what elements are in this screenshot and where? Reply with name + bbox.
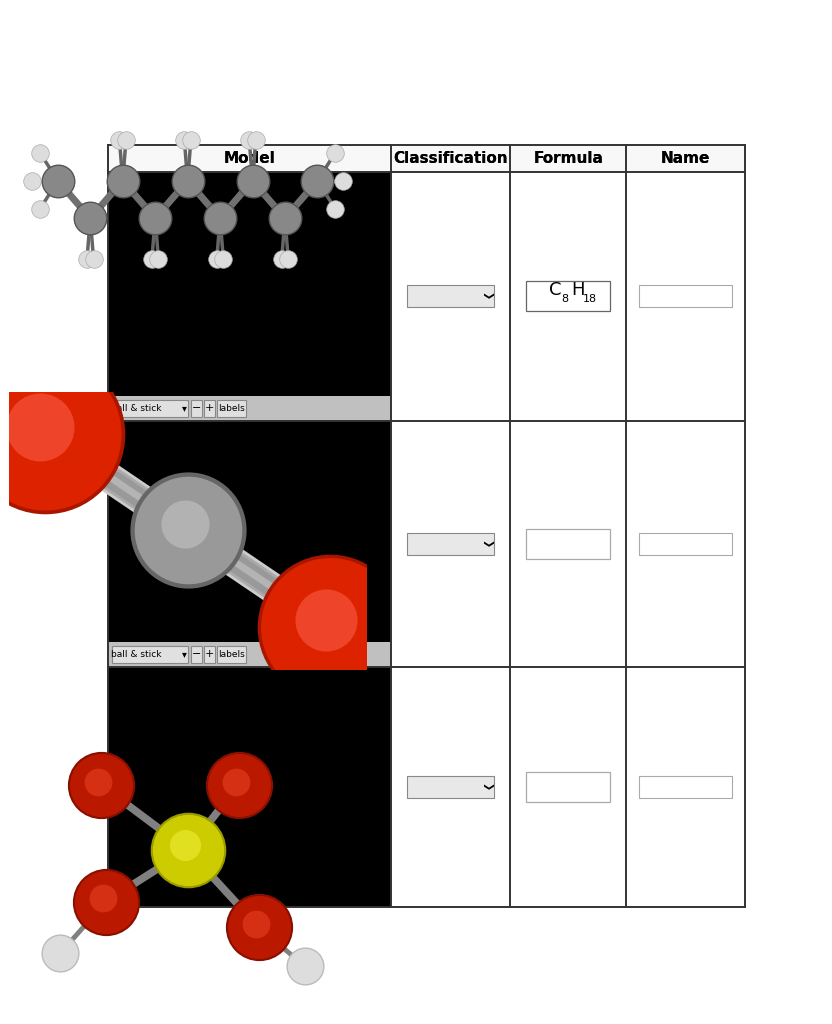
Point [329, 201, 342, 217]
Point [25, 173, 38, 189]
Point [281, 251, 295, 267]
Point [250, 915, 263, 932]
Point [232, 777, 245, 794]
Point [94, 777, 107, 794]
Point [246, 173, 260, 189]
Text: 8: 8 [561, 294, 568, 304]
Point [230, 773, 243, 790]
FancyBboxPatch shape [639, 776, 732, 799]
Point [52, 173, 65, 189]
Text: labels: labels [218, 403, 245, 413]
Point [311, 173, 324, 189]
Point [319, 612, 332, 629]
Text: labels: labels [218, 650, 245, 658]
Point [178, 132, 191, 148]
Text: Name: Name [661, 151, 711, 166]
Text: ❯: ❯ [482, 783, 492, 792]
FancyBboxPatch shape [527, 529, 610, 559]
Point [181, 842, 195, 858]
Point [178, 515, 191, 531]
Point [324, 618, 337, 635]
Bar [108, 421, 391, 667]
FancyBboxPatch shape [191, 646, 202, 663]
Text: −: − [192, 649, 201, 659]
FancyBboxPatch shape [204, 399, 215, 417]
Point [216, 251, 230, 267]
Text: +: + [205, 649, 214, 659]
Text: ▾: ▾ [182, 403, 187, 414]
Bar [108, 145, 745, 172]
FancyBboxPatch shape [407, 776, 494, 799]
Text: Model: Model [224, 151, 275, 166]
FancyBboxPatch shape [217, 646, 246, 663]
Text: C: C [549, 281, 562, 299]
Text: −: − [192, 403, 201, 414]
FancyBboxPatch shape [639, 286, 732, 307]
Point [38, 426, 52, 442]
Text: ball & stick: ball & stick [111, 403, 161, 413]
Bar [108, 395, 391, 421]
Point [181, 173, 195, 189]
Point [119, 132, 132, 148]
Text: H: H [572, 281, 585, 299]
FancyBboxPatch shape [111, 646, 188, 663]
Point [33, 144, 47, 161]
Point [116, 173, 130, 189]
Point [87, 251, 100, 267]
Point [53, 945, 67, 962]
Point [243, 132, 256, 148]
Point [33, 201, 47, 217]
Point [146, 251, 159, 267]
Point [210, 251, 224, 267]
Text: Formula: Formula [533, 151, 603, 166]
Text: Model: Model [224, 151, 275, 166]
Point [324, 618, 337, 635]
Point [213, 210, 226, 226]
Bar [108, 172, 391, 421]
Text: Formula: Formula [533, 151, 603, 166]
Point [38, 426, 52, 442]
Point [337, 173, 350, 189]
Point [97, 890, 110, 906]
Point [83, 210, 97, 226]
Text: ❯: ❯ [482, 540, 492, 548]
Text: ball & stick: ball & stick [111, 650, 161, 658]
FancyBboxPatch shape [407, 286, 494, 307]
FancyBboxPatch shape [191, 399, 202, 417]
Point [252, 920, 265, 936]
Text: 18: 18 [582, 294, 597, 304]
Text: +: + [205, 403, 214, 414]
Bar [108, 667, 391, 907]
Point [181, 522, 195, 539]
Point [151, 251, 165, 267]
Point [329, 144, 342, 161]
Text: Classification: Classification [394, 151, 508, 166]
FancyBboxPatch shape [527, 772, 610, 802]
Text: Name: Name [661, 151, 711, 166]
Text: Classification: Classification [394, 151, 508, 166]
Point [178, 838, 191, 854]
Point [33, 419, 47, 435]
FancyBboxPatch shape [639, 532, 732, 555]
Point [81, 251, 94, 267]
Point [149, 210, 162, 226]
Point [249, 132, 262, 148]
Point [92, 773, 105, 790]
Point [298, 958, 311, 975]
Bar [108, 642, 391, 667]
Text: ❯: ❯ [482, 292, 492, 300]
FancyBboxPatch shape [217, 399, 246, 417]
Text: ▾: ▾ [182, 649, 187, 659]
Point [275, 251, 289, 267]
Point [113, 132, 126, 148]
FancyBboxPatch shape [527, 282, 610, 311]
Point [279, 210, 292, 226]
Point [99, 893, 112, 909]
FancyBboxPatch shape [111, 399, 188, 417]
FancyBboxPatch shape [407, 532, 494, 555]
Point [181, 522, 195, 539]
FancyBboxPatch shape [204, 646, 215, 663]
Point [184, 132, 197, 148]
